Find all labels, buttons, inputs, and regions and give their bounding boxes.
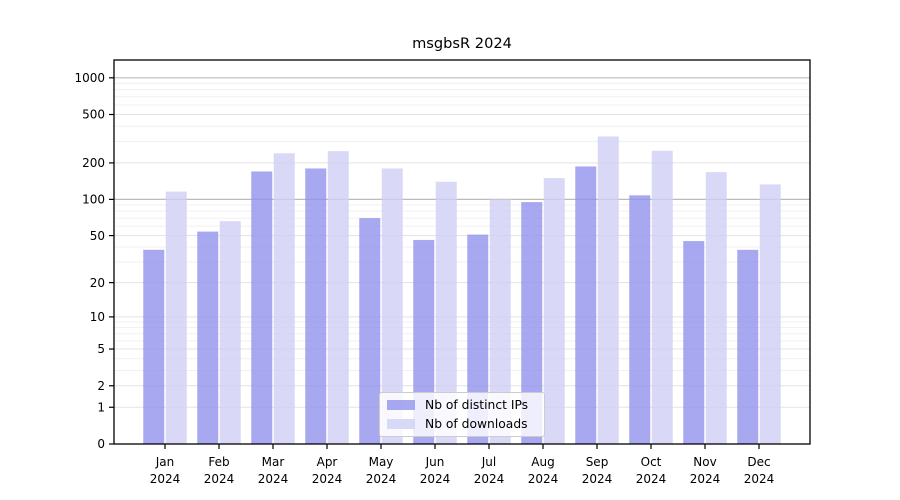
y-tick-label-50: 50 <box>90 229 105 243</box>
bar-distinct-ips-oct <box>629 195 651 444</box>
y-tick-label-10: 10 <box>90 310 105 324</box>
plot-frame <box>113 59 811 445</box>
x-tick-label-month-sep: Sep <box>586 455 609 469</box>
bar-downloads-aug <box>543 178 565 444</box>
bar-downloads-jun <box>435 181 457 444</box>
chart-title: msgbsR 2024 <box>412 35 512 52</box>
bar-distinct-ips-nov <box>683 241 705 444</box>
x-tick-label-month-feb: Feb <box>208 455 229 469</box>
x-tick-label-year-oct: 2024 <box>636 472 667 486</box>
x-tick-label-year-feb: 2024 <box>204 472 235 486</box>
x-tick-label-month-nov: Nov <box>693 455 716 469</box>
bar-distinct-ips-jan <box>143 249 165 444</box>
bar-downloads-feb <box>219 221 241 444</box>
y-tick-label-200: 200 <box>82 156 105 170</box>
y-tick-label-2: 2 <box>97 379 105 393</box>
bar-distinct-ips-jul <box>467 234 489 444</box>
x-tick-label-year-jan: 2024 <box>150 472 181 486</box>
x-tick-label-month-jul: Jul <box>481 455 496 469</box>
bar-distinct-ips-dec <box>737 249 759 444</box>
bar-distinct-ips-feb <box>197 231 219 444</box>
y-tick-label-500: 500 <box>82 108 105 122</box>
legend-swatch-distinct-ips <box>387 400 415 410</box>
y-tick-label-20: 20 <box>90 276 105 290</box>
legend-item-downloads: Nb of downloads <box>380 416 544 433</box>
x-tick-label-year-apr: 2024 <box>312 472 343 486</box>
y-tick-label-0: 0 <box>97 437 105 451</box>
x-tick-label-month-apr: Apr <box>317 455 338 469</box>
gridlines-major <box>114 77 810 408</box>
y-axis-ticks: 0 1 2 5 10 20 50 100 200 500 1000 <box>74 71 114 451</box>
x-axis-ticks: Jan 2024 Feb 2024 Mar 2024 Apr 2024 May 2024 Jun 20… <box>150 444 775 486</box>
bar-downloads-sep <box>597 136 619 444</box>
legend: Nb of distinct IPs Nb of downloads <box>379 392 545 437</box>
bar-downloads-mar <box>273 153 295 445</box>
bar-downloads-dec <box>759 184 781 444</box>
y-tick-label-1: 1 <box>97 400 105 414</box>
bar-distinct-ips-mar <box>251 171 273 444</box>
x-tick-label-month-dec: Dec <box>747 455 770 469</box>
x-tick-label-month-mar: Mar <box>262 455 285 469</box>
bar-downloads-jul <box>489 199 511 444</box>
bar-downloads-oct <box>651 150 673 444</box>
x-tick-label-year-mar: 2024 <box>258 472 289 486</box>
x-tick-label-month-aug: Aug <box>531 455 554 469</box>
y-tick-label-5: 5 <box>97 342 105 356</box>
bar-distinct-ips-apr <box>305 168 327 444</box>
y-tick-label-1000: 1000 <box>74 71 105 85</box>
bar-distinct-ips-may <box>359 218 381 444</box>
x-tick-label-year-jun: 2024 <box>420 472 451 486</box>
x-tick-label-month-jan: Jan <box>155 455 175 469</box>
x-tick-label-month-oct: Oct <box>641 455 662 469</box>
bar-downloads-jan <box>165 191 187 444</box>
legend-item-distinct-ips: Nb of distinct IPs <box>380 397 544 414</box>
x-tick-label-year-nov: 2024 <box>690 472 721 486</box>
bar-downloads-may <box>381 168 403 444</box>
gridlines-minor <box>114 82 810 372</box>
legend-swatch-downloads <box>387 419 415 429</box>
bar-downloads-apr <box>327 151 349 444</box>
x-tick-label-year-sep: 2024 <box>582 472 613 486</box>
x-tick-label-year-may: 2024 <box>366 472 397 486</box>
x-tick-label-month-may: May <box>369 455 394 469</box>
x-tick-label-year-aug: 2024 <box>528 472 559 486</box>
bar-downloads-nov <box>705 172 727 445</box>
bars <box>143 136 781 445</box>
y-tick-label-100: 100 <box>82 193 105 207</box>
bar-distinct-ips-aug <box>521 202 543 444</box>
x-tick-label-month-jun: Jun <box>425 455 445 469</box>
legend-label-distinct-ips: Nb of distinct IPs <box>425 398 529 412</box>
legend-label-downloads: Nb of downloads <box>425 417 528 431</box>
x-tick-label-year-jul: 2024 <box>474 472 505 486</box>
bar-distinct-ips-sep <box>575 166 597 444</box>
x-tick-label-year-dec: 2024 <box>744 472 775 486</box>
